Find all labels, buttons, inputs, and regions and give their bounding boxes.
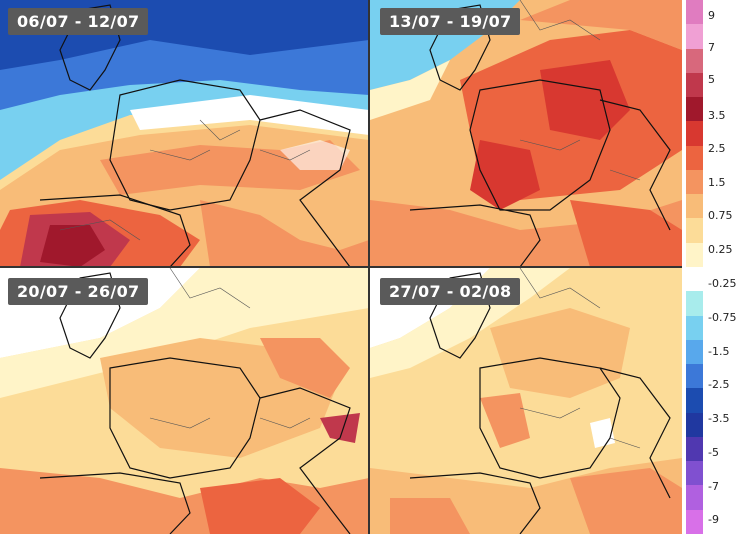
legend-tick-label: -2.5 [708, 378, 730, 391]
legend-tick-label: -5 [708, 446, 719, 459]
legend-swatch [686, 169, 703, 195]
legend-tick-label: 0.25 [708, 243, 733, 256]
legend-swatch [686, 194, 703, 219]
color-scale-legend: 9 7 5 3.5 2.5 1.5 0.75 0.25 -0.25 -0.75 -1.5 -2.5 -3… [682, 0, 738, 534]
legend-tick-label: 2.5 [708, 142, 726, 155]
legend-swatch [686, 218, 703, 244]
legend-swatch [686, 72, 703, 98]
map-panel-week3: 20/07 - 26/07 [0, 268, 369, 534]
period-label: 27/07 - 02/08 [380, 278, 521, 305]
legend-swatch [686, 0, 703, 25]
legend-tick-label: 9 [708, 9, 715, 22]
legend-swatch [686, 412, 703, 438]
legend-tick-label: -0.75 [708, 311, 737, 324]
legend-tick-label: 1.5 [708, 176, 726, 189]
period-label: 20/07 - 26/07 [8, 278, 149, 305]
legend-tick-label: -7 [708, 480, 719, 493]
period-label: 13/07 - 19/07 [380, 8, 521, 35]
legend-swatch [686, 461, 703, 486]
map-panel-week1: 06/07 - 12/07 [0, 0, 369, 267]
legend-swatch [686, 145, 703, 171]
legend-swatch [686, 48, 703, 74]
legend-swatch [686, 315, 703, 341]
legend-swatch [686, 509, 703, 534]
anomaly-map-week1 [0, 0, 369, 267]
anomaly-map-week3 [0, 268, 369, 534]
legend-swatch [686, 24, 703, 50]
legend-swatch [686, 291, 703, 317]
legend-tick-label: 5 [708, 73, 715, 86]
map-panel-week4: 27/07 - 02/08 [370, 268, 682, 534]
anomaly-map-week4 [370, 268, 682, 534]
legend-swatch [686, 388, 703, 414]
legend-tick-label: -1.5 [708, 345, 730, 358]
legend-swatch [686, 364, 703, 389]
legend-swatch [686, 485, 703, 511]
legend-tick-label: -9 [708, 513, 719, 526]
panel-divider-horizontal [0, 266, 682, 268]
legend-swatch [686, 436, 703, 462]
legend-tick-label: 3.5 [708, 109, 726, 122]
legend-swatch [686, 267, 703, 292]
legend-tick-label: 7 [708, 41, 715, 54]
anomaly-map-week2 [370, 0, 682, 267]
period-label: 06/07 - 12/07 [8, 8, 149, 35]
legend-swatch [686, 339, 703, 365]
legend-tick-label: -3.5 [708, 412, 730, 425]
map-panel-week2: 13/07 - 19/07 [370, 0, 682, 267]
legend-swatch [686, 121, 703, 147]
legend-swatch [686, 242, 703, 268]
legend-tick-label: 0.75 [708, 209, 733, 222]
legend-tick-label: -0.25 [708, 277, 737, 290]
legend-swatch [686, 97, 703, 122]
